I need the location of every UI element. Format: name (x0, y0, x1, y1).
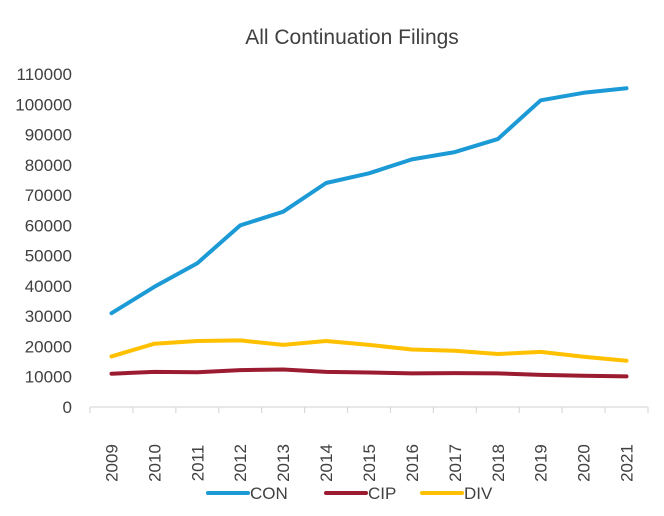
x-tick-label: 2013 (274, 444, 293, 482)
y-tick-label: 50000 (25, 247, 72, 266)
series-lines (109, 86, 629, 379)
legend-label-con: CON (250, 484, 288, 503)
y-tick-label: 110000 (17, 65, 72, 84)
x-tick-label: 2019 (532, 444, 551, 482)
y-tick-label: 60000 (25, 216, 72, 235)
x-tick-label: 2020 (575, 444, 594, 482)
x-tick-label: 2016 (403, 444, 422, 482)
x-axis: 2009 2010 2011 2012 2013 2014 2015 2016 2017 2018… (89, 406, 649, 482)
series-line-cip (109, 367, 629, 379)
series-line-con (109, 86, 629, 316)
series-line-div (109, 338, 629, 363)
x-tick-label: 2009 (102, 444, 121, 482)
x-tick-label: 2018 (489, 444, 508, 482)
legend-label-cip: CIP (368, 484, 396, 503)
y-tick-label: 20000 (25, 337, 72, 356)
y-tick-label: 10000 (25, 368, 72, 387)
y-tick-label: 80000 (25, 156, 72, 175)
y-tick-label: 30000 (25, 307, 72, 326)
x-tick-label: 2012 (231, 444, 250, 482)
x-tick-label: 2011 (188, 445, 207, 482)
x-tick-label: 2010 (145, 444, 164, 482)
x-tick-label: 2021 (618, 444, 637, 482)
legend-label-div: DIV (464, 484, 493, 503)
y-tick-label: 100000 (15, 95, 72, 114)
y-tick-label: 70000 (25, 186, 72, 205)
legend: CON CIP DIV (206, 484, 493, 503)
y-tick-label: 40000 (25, 277, 72, 296)
x-tick-label: 2017 (446, 444, 465, 482)
y-axis: 0 10000 20000 30000 40000 50000 60000 70000 8000… (15, 65, 72, 417)
y-tick-label: 0 (63, 398, 72, 417)
x-tick-label: 2014 (317, 444, 336, 482)
y-tick-label: 90000 (25, 126, 72, 145)
chart-title: All Continuation Filings (245, 26, 459, 49)
x-tick-label: 2015 (360, 444, 379, 482)
